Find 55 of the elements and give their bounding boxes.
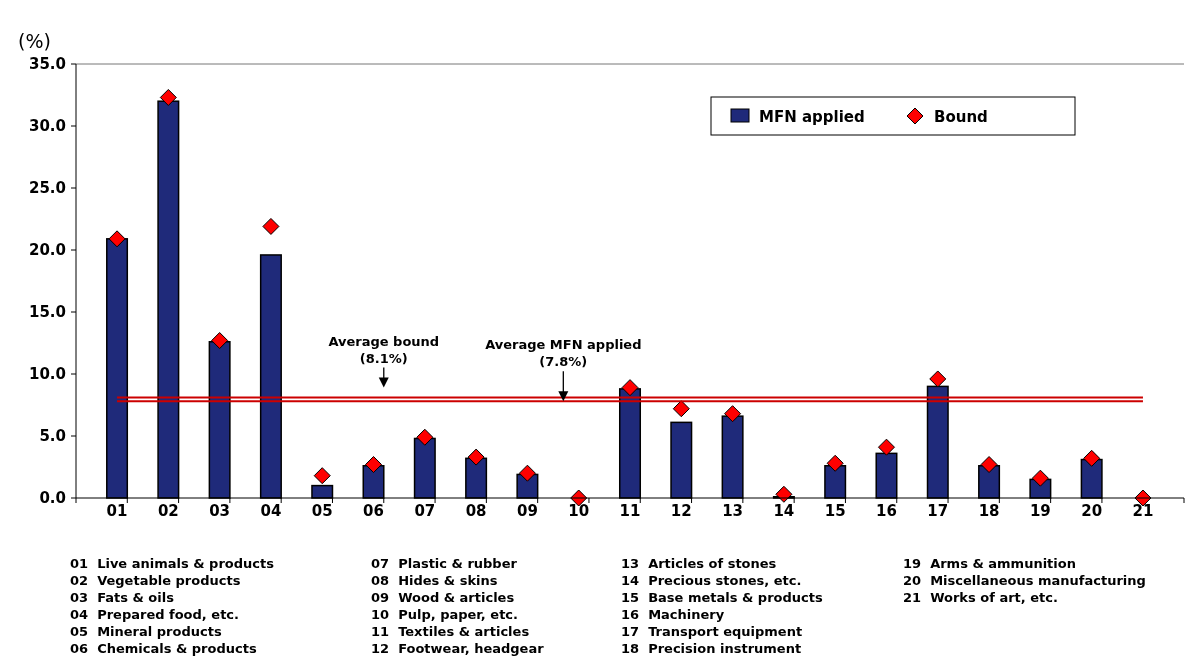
text: 08 Hides & skins	[371, 572, 498, 588]
x-tick-label: 07	[414, 502, 436, 520]
text: 18 Precision instrument	[621, 640, 802, 656]
text: 21 Works of art, etc.	[903, 589, 1058, 605]
text: 09 Wood & articles	[371, 589, 515, 605]
text: 17 Transport equipment	[621, 623, 803, 639]
x-tick-label: 14	[773, 502, 795, 520]
y-tick-label: 20.0	[28, 240, 66, 259]
x-tick-label: 08	[465, 502, 487, 520]
text: 03 Fats & oils	[70, 589, 175, 605]
text: 11 Textiles & articles	[371, 623, 530, 639]
y-tick-label: 35.0	[28, 54, 66, 73]
x-tick-label: 02	[157, 502, 179, 520]
y-tick-label: 15.0	[28, 302, 66, 321]
y-tick-label: 25.0	[28, 178, 66, 197]
text: 16 Machinery	[621, 606, 725, 622]
text: 12 Footwear, headgear	[371, 640, 545, 656]
text: 14 Precious stones, etc.	[621, 572, 802, 588]
x-tick-label: 21	[1132, 502, 1154, 520]
text: 19 Arms & ammunition	[903, 555, 1076, 571]
x-tick-label: 17	[927, 502, 949, 520]
y-axis-title: (%)	[18, 29, 51, 52]
x-tick-label: 19	[1029, 502, 1051, 520]
x-tick-label: 03	[209, 502, 231, 520]
x-tick-label: 18	[978, 502, 1000, 520]
legend-label: MFN applied	[759, 107, 865, 126]
x-tick-label: 10	[568, 502, 590, 520]
x-tick-label: 01	[106, 502, 128, 520]
y-tick-label: 0.0	[39, 488, 66, 507]
x-tick-label: 20	[1081, 502, 1103, 520]
x-tick-label: 15	[824, 502, 846, 520]
x-tick-label: 06	[363, 502, 384, 520]
text: 06 Chemicals & products	[70, 640, 257, 656]
text: 04 Prepared food, etc.	[70, 606, 239, 622]
text: 20 Miscellaneous manufacturing	[903, 572, 1146, 588]
x-tick-label: 04	[260, 502, 282, 520]
x-tick-label: 16	[876, 502, 897, 520]
ref-line-label: Average bound (8.1%)	[328, 333, 440, 366]
x-tick-label: 12	[670, 502, 692, 520]
x-tick-label: 11	[619, 502, 641, 520]
y-tick-label: 10.0	[28, 364, 66, 383]
text: 13 Articles of stones	[621, 555, 777, 571]
ref-line-label: Average MFN applied (7.8%)	[485, 337, 642, 370]
x-tick-label: 13	[722, 502, 744, 520]
text: 01 Live animals & products	[70, 555, 275, 571]
x-tick-label: 09	[516, 502, 538, 520]
x-tick-label: 05	[311, 502, 333, 520]
legend-label: Bound	[934, 107, 988, 126]
text: 02 Vegetable products	[70, 572, 241, 588]
text: 15 Base metals & products	[621, 589, 823, 605]
y-tick-label: 30.0	[28, 116, 66, 135]
text: 05 Mineral products	[70, 623, 222, 639]
text: 07 Plastic & rubber	[371, 555, 518, 571]
text: 10 Pulp, paper, etc.	[371, 606, 518, 622]
y-tick-label: 5.0	[39, 426, 66, 445]
